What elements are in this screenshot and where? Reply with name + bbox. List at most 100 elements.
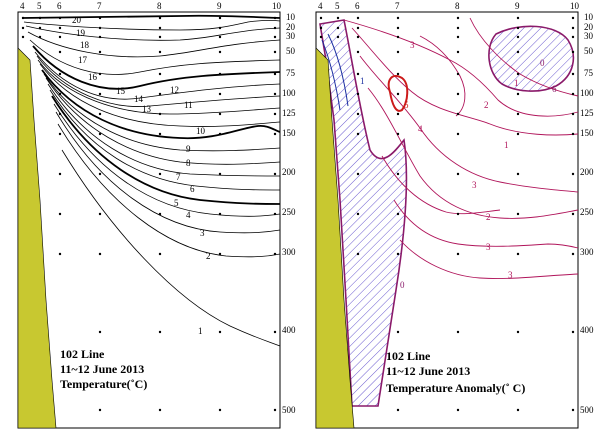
depth-labels-right: 10 20 30 50 75 100 125 150 200 250 300 4… (580, 12, 594, 415)
contour-label: 2 (206, 251, 211, 261)
contour-label: 4 (418, 124, 423, 134)
temperature-frame (17, 11, 281, 429)
anomaly-contour (419, 35, 466, 117)
station-dot (571, 35, 575, 39)
station-dot (38, 16, 42, 20)
contour-label: 3 (486, 242, 491, 252)
station-dot (273, 50, 277, 54)
isotherm-4 (53, 103, 281, 217)
anomaly-panel: 4 5 6 7 8 9 10 10 20 30 50 75 100 125 15… (315, 1, 594, 429)
contour-label: 10 (196, 126, 206, 136)
anomaly-contour (351, 27, 579, 136)
anomaly-title: 102 Line 11~12 June 2013 Temperature Ano… (386, 349, 525, 395)
station-label: 7 (395, 1, 400, 11)
station-dot (158, 408, 162, 412)
contour-label: 6 (190, 184, 195, 194)
contour-label: 17 (78, 55, 88, 65)
station-dot (58, 212, 62, 216)
depth-label: 75 (286, 68, 296, 78)
title-line: Temperature Anomaly(˚ C) (386, 381, 525, 395)
station-dot (516, 50, 520, 54)
isotherm-3 (55, 111, 281, 234)
contour-label: 1 (504, 140, 509, 150)
station-dot (273, 330, 277, 334)
station-dot (356, 252, 360, 256)
isotherm-11 (39, 63, 281, 127)
station-dot (158, 172, 162, 176)
station-dot (218, 26, 222, 30)
station-dot (98, 330, 102, 334)
station-dot (396, 132, 400, 136)
station-dot (273, 212, 277, 216)
station-dot (98, 132, 102, 136)
depth-label: 400 (580, 325, 594, 335)
anomaly-strong-contour (387, 74, 409, 112)
station-dot (218, 72, 222, 76)
station-dot (58, 50, 62, 54)
contour-label: 16 (88, 72, 98, 82)
station-dot (516, 408, 520, 412)
contour-label: 1 (360, 76, 365, 86)
temperature-title: 102 Line 11~12 June 2013 Temperature(˚C) (60, 347, 147, 391)
station-dot (273, 112, 277, 116)
station-dot (218, 252, 222, 256)
isotherm-15 (32, 45, 281, 90)
station-dot (273, 92, 277, 96)
station-dot (98, 112, 102, 116)
depth-label: 150 (580, 128, 594, 138)
station-dot (273, 35, 277, 39)
station-dot (356, 92, 360, 96)
station-dot (158, 26, 162, 30)
isotherm-19 (23, 19, 281, 31)
anomaly-contour (381, 155, 501, 215)
depth-label: 200 (580, 167, 594, 177)
contour-label: 0 (400, 280, 405, 290)
station-dot (21, 26, 25, 30)
station-dot (356, 72, 360, 76)
station-dot (396, 212, 400, 216)
depth-label: 400 (282, 325, 296, 335)
station-label: 10 (570, 1, 580, 11)
anomaly-hatch-offshore (488, 25, 575, 92)
station-dot (571, 330, 575, 334)
station-dot (571, 16, 575, 20)
depth-label: 125 (282, 108, 296, 118)
station-dot (21, 16, 25, 20)
station-dot (98, 50, 102, 54)
station-dot (158, 72, 162, 76)
depth-label: 30 (584, 31, 594, 41)
isotherm-10 (41, 69, 281, 140)
station-dot (158, 132, 162, 136)
station-dots-left (21, 16, 277, 412)
station-dot (456, 132, 460, 136)
depth-label: 250 (282, 207, 296, 217)
station-dot (516, 16, 520, 20)
station-dot (158, 252, 162, 256)
contour-label: 3 (508, 270, 513, 280)
depth-label: 100 (580, 88, 594, 98)
contour-label: 1 (514, 78, 519, 88)
station-dot (158, 112, 162, 116)
anomaly-contour (469, 17, 579, 97)
station-dot (58, 252, 62, 256)
anomaly-negative-contour (321, 33, 349, 111)
station-label: 6 (355, 1, 360, 11)
station-dot (396, 92, 400, 96)
station-dot (158, 35, 162, 39)
contour-label: 2 (484, 100, 489, 110)
station-dot (456, 16, 460, 20)
station-dot (158, 212, 162, 216)
station-dot (218, 330, 222, 334)
isotherm-13 (36, 55, 281, 107)
station-dot (273, 16, 277, 20)
contour-label: 3 (200, 228, 205, 238)
station-dot (58, 112, 62, 116)
station-dot (516, 92, 520, 96)
station-dot (98, 35, 102, 39)
station-dot (218, 16, 222, 20)
station-dot (456, 252, 460, 256)
isotherm-17 (27, 31, 281, 58)
contour-label: 14 (134, 94, 144, 104)
depth-label: 20 (584, 22, 594, 32)
